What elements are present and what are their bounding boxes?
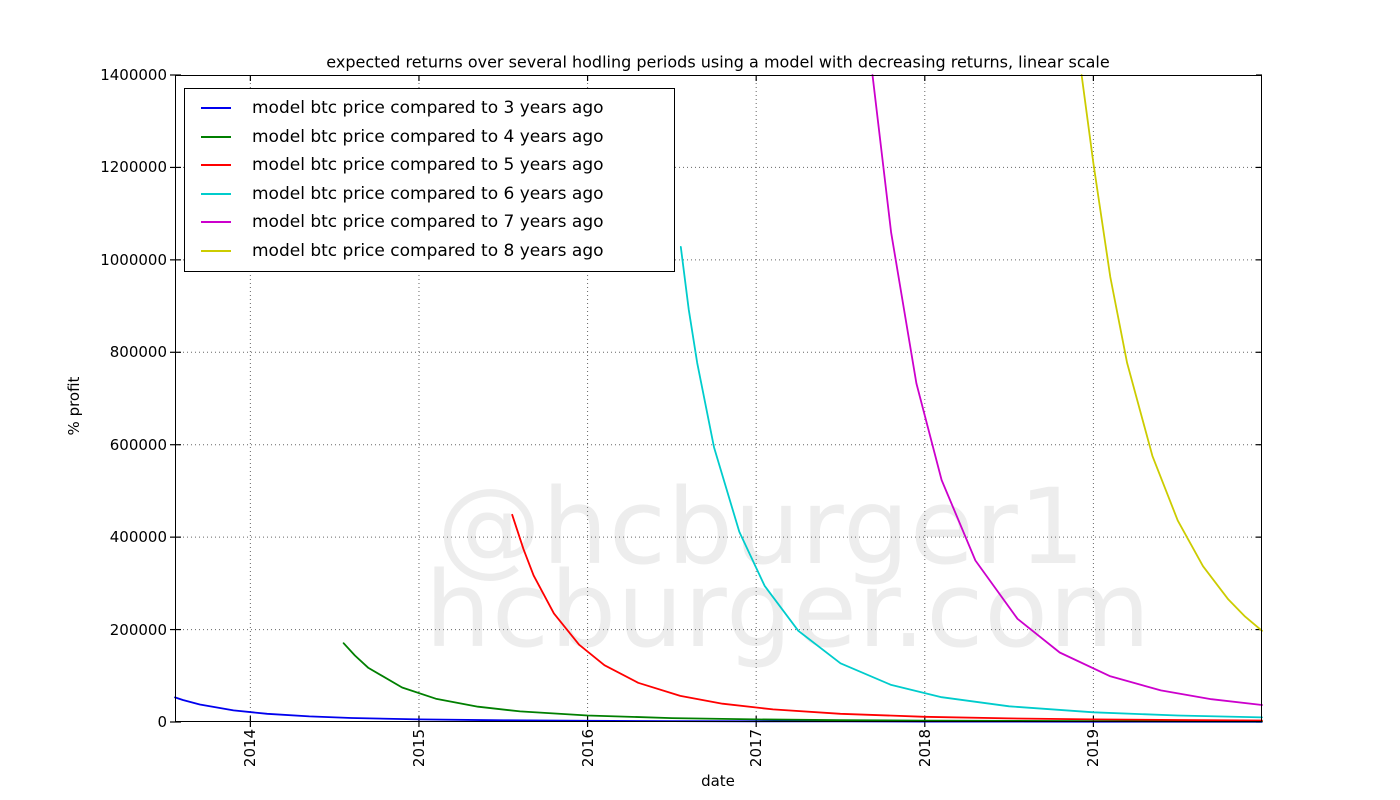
legend-line-sample (201, 192, 231, 195)
legend-item: model btc price compared to 8 years ago (185, 237, 674, 266)
ytick-label: 800000 (109, 343, 167, 362)
legend-label: model btc price compared to 7 years ago (252, 212, 604, 233)
series-curve (679, 245, 1263, 719)
ytick-label: 600000 (109, 435, 167, 454)
xtick-label: 2015 (409, 728, 428, 768)
series-curve (871, 74, 1263, 706)
legend-item: model btc price compared to 7 years ago (185, 208, 674, 237)
legend-item: model btc price compared to 5 years ago (185, 151, 674, 180)
series-curve (342, 642, 1263, 723)
ytick-label: 400000 (109, 528, 167, 547)
xtick-label: 2017 (747, 728, 766, 768)
xtick-label: 2018 (915, 728, 934, 768)
chart-title: expected returns over several hodling pe… (326, 52, 1110, 72)
legend-line-sample (201, 249, 231, 252)
xaxis-title: date (701, 772, 735, 790)
ytick-label: 0 (157, 713, 167, 731)
ytick-label: 1400000 (100, 66, 167, 84)
xtick-label: 2016 (578, 728, 597, 768)
legend-label: model btc price compared to 8 years ago (252, 240, 604, 261)
yaxis-title: % profit (65, 376, 83, 436)
xtick-label: 2019 (1084, 728, 1103, 768)
series-curve (511, 513, 1263, 722)
ytick-label: 1000000 (100, 250, 167, 269)
legend-label: model btc price compared to 3 years ago (252, 98, 604, 119)
legend-line-sample (201, 107, 231, 110)
legend-label: model btc price compared to 6 years ago (252, 183, 604, 204)
legend-label: model btc price compared to 5 years ago (252, 155, 604, 176)
legend: model btc price compared to 3 years ago m… (184, 88, 675, 272)
legend-line-sample (201, 164, 231, 167)
xtick-label: 2014 (241, 728, 260, 768)
ytick-label: 200000 (109, 620, 167, 639)
legend-item: model btc price compared to 6 years ago (185, 180, 674, 209)
legend-item: model btc price compared to 4 years ago (185, 123, 674, 152)
watermark-site: hcburger.com (425, 549, 1152, 671)
ytick-label: 1200000 (100, 158, 167, 177)
legend-item: model btc price compared to 3 years ago (185, 94, 674, 123)
series-curve (1080, 74, 1263, 632)
legend-line-sample (201, 135, 231, 138)
legend-line-sample (201, 221, 231, 224)
legend-label: model btc price compared to 4 years ago (252, 126, 604, 147)
